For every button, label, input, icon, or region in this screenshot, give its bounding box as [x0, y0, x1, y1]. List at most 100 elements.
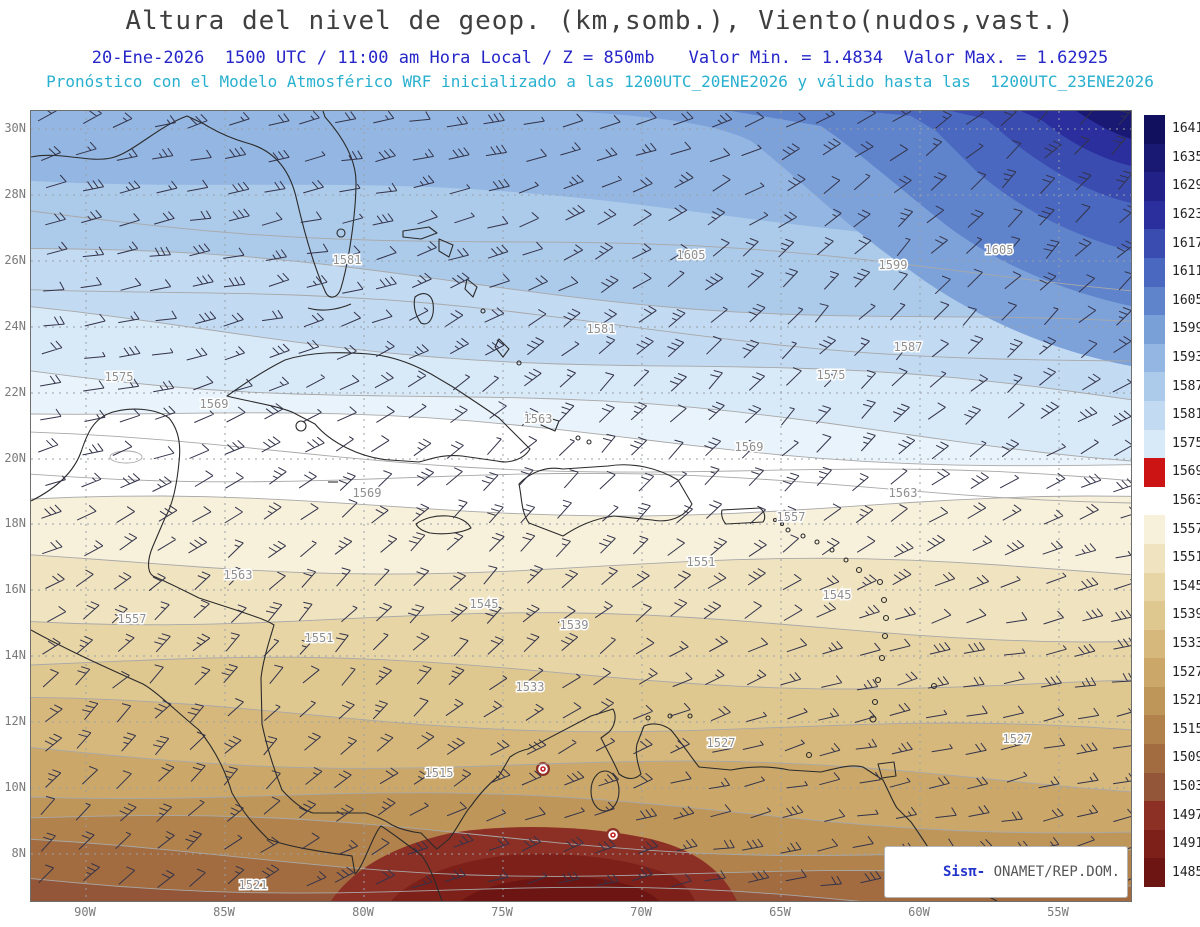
- leeward-island: [814, 539, 820, 545]
- lon-label: 90W: [74, 905, 96, 919]
- colorbar-label: 1545: [1172, 578, 1200, 594]
- contour-value-label: 1581: [333, 253, 362, 267]
- lesser-antilles-island: [882, 614, 890, 622]
- contour-line: [31, 431, 1131, 482]
- coastline-grand-bahama: [402, 226, 438, 240]
- colorbar-segment: [1144, 858, 1165, 888]
- contour-value-label: 1605: [985, 243, 1014, 257]
- subtitle-datetime: 20-Ene-2026 1500 UTC / 11:00 am Hora Loc…: [91, 48, 655, 68]
- subtitle-minmax: Valor Min. = 1.4834 Valor Max. = 1.62925: [688, 48, 1109, 68]
- contour-value-label: 1569: [735, 440, 764, 454]
- contour-value-label: 1569: [200, 397, 229, 411]
- colorbar-segment: [1144, 429, 1165, 459]
- contour-line: [31, 554, 1131, 576]
- colorbar-segment: [1144, 629, 1165, 659]
- lesser-antilles-island: [876, 578, 884, 586]
- bahamas-cay: [516, 360, 522, 366]
- contour-value-label: 1575: [817, 368, 846, 382]
- colorbar-label: 1509: [1172, 750, 1200, 766]
- colorbar-segment: [1144, 400, 1165, 430]
- leeward-island: [800, 533, 806, 539]
- colorbar-segment: [1144, 772, 1165, 802]
- colorbar-label: 1527: [1172, 664, 1200, 680]
- turks-caicos: [586, 439, 592, 445]
- coastline-hispaniola: [518, 464, 693, 537]
- contour-line: [31, 495, 1131, 517]
- lat-label: 26N: [4, 253, 26, 267]
- lat-label: 28N: [4, 187, 26, 201]
- subtitle-model: Pronóstico con el Modelo Atmosférico WRF…: [46, 72, 1154, 91]
- coastline-cuba: [226, 352, 531, 463]
- colorbar-segment: [1144, 829, 1165, 859]
- map-svg: 1605 1605 1599 1587 1581 1581 1575 1575 1569 1569…: [31, 111, 1131, 901]
- colorbar-label: 1569: [1172, 464, 1200, 480]
- colorbar-label: 1533: [1172, 635, 1200, 651]
- aruba: [645, 715, 651, 721]
- grenada: [869, 715, 877, 723]
- contour-value-label: 1605: [677, 248, 706, 262]
- vortex-bullseye: [611, 833, 615, 837]
- contour-value-label: 1563: [524, 412, 553, 426]
- colorbar-segment: [1144, 543, 1165, 573]
- colorbar-segment: [1144, 515, 1165, 544]
- colorbar-label: 1491: [1172, 836, 1200, 852]
- coastline-jamaica: [415, 515, 472, 535]
- lake-maracaibo: [590, 770, 620, 812]
- contour-value-label: 1551: [687, 555, 716, 569]
- colorbar-segment: [1144, 257, 1165, 287]
- contour-value-label: 1575: [105, 370, 134, 384]
- lat-label: 30N: [4, 121, 26, 135]
- contour-labels: 1605 1605 1599 1587 1581 1581 1575 1575 1569 1569…: [103, 242, 1033, 894]
- bahamas-cay: [480, 308, 486, 314]
- lesser-antilles-island: [871, 698, 879, 706]
- contour-line: [31, 247, 1131, 322]
- coastline-yucatan-central-america-caribbean: [31, 408, 998, 901]
- colorbar-segment: [1144, 486, 1165, 516]
- isla-juventud: [295, 420, 307, 432]
- band-fill: [31, 839, 1131, 901]
- contour-value-label: 1521: [239, 878, 268, 892]
- colorbar-segment: [1144, 143, 1165, 173]
- contour-value-label: 1557: [118, 612, 147, 626]
- contour-value-label: 1557: [777, 510, 806, 524]
- contour-line: [31, 878, 862, 901]
- lake-okeechobee: [336, 228, 346, 238]
- colorbar-segment: [1144, 200, 1165, 230]
- lon-label: 60W: [908, 905, 930, 919]
- bonaire: [687, 713, 693, 719]
- subtitle-datetime-row: 20-Ene-2026 1500 UTC / 11:00 am Hora Loc…: [0, 48, 1200, 68]
- colorbar-label: 1575: [1172, 435, 1200, 451]
- watermark: Sisπ- ONAMET/REP.DOM.: [884, 846, 1128, 898]
- lat-label: 8N: [11, 846, 26, 860]
- colorbar-label: 1635: [1172, 149, 1200, 165]
- colorbar-label: 1485: [1172, 864, 1200, 880]
- lat-label: 22N: [4, 385, 26, 399]
- colorbar-segment: [1144, 801, 1165, 830]
- coastlines: [31, 111, 998, 901]
- lesser-antilles-island: [878, 654, 886, 662]
- contour-value-label: 1563: [889, 486, 918, 500]
- colorbar-segment: [1144, 229, 1165, 258]
- wind-barbs: [37, 111, 1131, 889]
- colorbar-label: 1629: [1172, 178, 1200, 194]
- colorbar-label: 1617: [1172, 235, 1200, 251]
- colorbar-label: 1539: [1172, 607, 1200, 623]
- colorbar-segment: [1144, 744, 1165, 773]
- colorbar-segment: [1144, 115, 1165, 144]
- high-ridge-shading: [571, 111, 1131, 366]
- vortex-bullseye: [541, 767, 545, 771]
- turks-caicos: [575, 435, 581, 441]
- colorbar-label: 1551: [1172, 550, 1200, 566]
- coastline-great-inagua: [540, 416, 560, 432]
- contour-line: [31, 472, 1131, 504]
- leeward-island: [843, 557, 849, 563]
- contour-line: [31, 370, 1131, 462]
- contour-line: [31, 289, 1131, 362]
- colorbar-label: 1503: [1172, 778, 1200, 794]
- coastline-abaco: [438, 238, 454, 258]
- colorbar-segment: [1144, 315, 1165, 344]
- colorbar-segment: [1144, 172, 1165, 201]
- lon-label: 65W: [769, 905, 791, 919]
- contour-line: [31, 747, 1131, 793]
